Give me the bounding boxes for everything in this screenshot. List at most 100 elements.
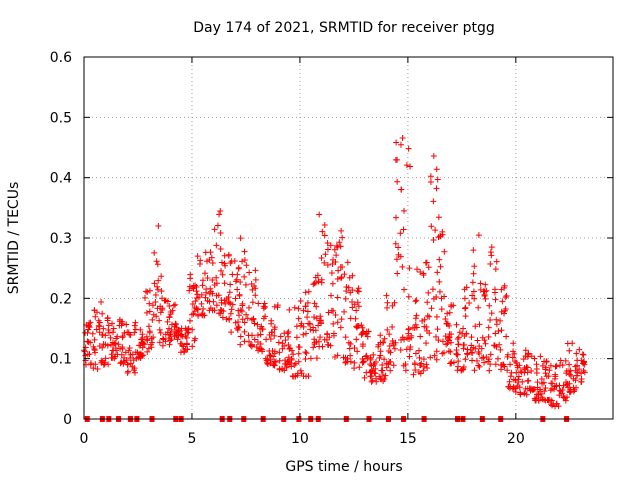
data-point (486, 302, 493, 309)
y-tick-label: 0 (63, 412, 72, 428)
data-point (324, 240, 331, 247)
data-point (504, 367, 511, 374)
data-point (152, 292, 159, 299)
data-point (223, 316, 230, 323)
data-point (261, 300, 268, 307)
data-point (402, 361, 409, 368)
data-point (125, 347, 132, 354)
data-point (510, 340, 517, 347)
data-point (102, 355, 109, 362)
data-point (383, 360, 390, 367)
data-point (542, 366, 549, 373)
data-point (430, 153, 437, 160)
data-point (507, 373, 514, 380)
data-point (386, 343, 393, 350)
data-point (118, 351, 125, 358)
data-point (303, 330, 310, 337)
data-point (493, 316, 500, 323)
data-point (512, 388, 519, 395)
data-point (448, 303, 455, 310)
data-point (90, 365, 97, 372)
chart-title: Day 174 of 2021, SRMTID for receiver ptg… (193, 20, 495, 36)
data-point (420, 367, 427, 374)
data-point (386, 331, 393, 338)
data-point (111, 340, 118, 347)
data-point (321, 232, 328, 239)
data-point (209, 276, 216, 283)
data-point (487, 260, 494, 267)
data-point (397, 346, 404, 353)
data-point (98, 357, 105, 364)
data-point (154, 283, 161, 290)
data-point (221, 280, 228, 287)
data-point (174, 336, 181, 343)
data-point (344, 259, 351, 266)
data-point (405, 326, 412, 333)
data-point (295, 305, 302, 312)
data-point (219, 271, 226, 278)
data-point (282, 357, 289, 364)
data-point (258, 346, 265, 353)
data-point (271, 326, 278, 333)
data-point (154, 286, 161, 293)
data-point (470, 247, 477, 254)
data-point (170, 302, 177, 309)
data-point (330, 332, 337, 339)
data-point (485, 324, 492, 331)
data-point (362, 353, 369, 360)
data-point (523, 391, 530, 398)
data-point (410, 371, 417, 378)
data-point (446, 337, 453, 344)
data-point (377, 339, 384, 346)
data-point (438, 295, 445, 302)
data-point (398, 186, 405, 193)
data-point (168, 326, 175, 333)
data-point (433, 313, 440, 320)
data-point (402, 367, 409, 374)
data-point (493, 321, 500, 328)
data-point (504, 353, 511, 360)
data-point (430, 198, 437, 205)
data-point (455, 341, 462, 348)
data-point (158, 273, 165, 280)
data-point (311, 314, 318, 321)
data-point (552, 363, 559, 370)
data-point (264, 355, 271, 362)
data-point (318, 317, 325, 324)
data-point (480, 288, 487, 295)
data-point (399, 135, 406, 142)
data-point (517, 368, 524, 375)
data-point (304, 314, 311, 321)
data-point (330, 320, 337, 327)
data-point (307, 326, 314, 333)
data-point (471, 295, 478, 302)
data-point (81, 348, 88, 355)
data-point (428, 223, 435, 230)
data-point (565, 384, 572, 391)
data-point (297, 367, 304, 374)
data-point (95, 322, 102, 329)
data-point (393, 214, 400, 221)
data-point (334, 319, 341, 326)
data-point (102, 341, 109, 348)
data-point (341, 271, 348, 278)
data-point (384, 299, 391, 306)
data-point (331, 246, 338, 253)
data-point (184, 346, 191, 353)
data-point (312, 279, 319, 286)
data-point (342, 295, 349, 302)
data-point (515, 379, 522, 386)
data-point (288, 356, 295, 363)
data-point (135, 354, 142, 361)
data-point (548, 397, 555, 404)
data-point (417, 269, 424, 276)
data-point (159, 342, 166, 349)
data-point (89, 330, 96, 337)
data-point (236, 312, 243, 319)
data-points (81, 135, 588, 410)
data-point (188, 311, 195, 318)
data-point (337, 324, 344, 331)
data-point (141, 294, 148, 301)
data-point (367, 354, 374, 361)
data-point (417, 333, 424, 340)
